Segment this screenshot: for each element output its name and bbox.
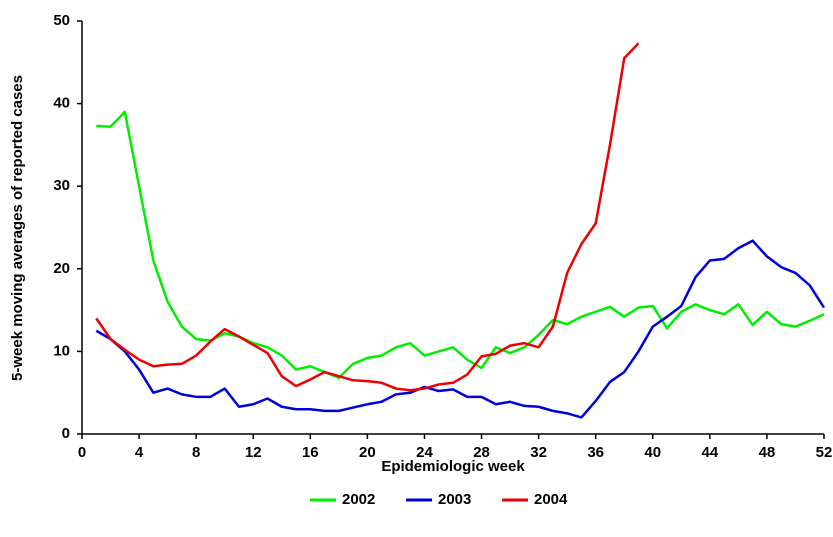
- x-tick-label: 8: [192, 444, 200, 461]
- x-tick-label: 44: [702, 444, 719, 461]
- x-tick-label: 4: [135, 444, 144, 461]
- legend-label: 2002: [342, 491, 375, 508]
- x-tick-label: 12: [245, 444, 262, 461]
- y-tick-label: 50: [53, 12, 70, 29]
- x-tick-label: 32: [530, 444, 547, 461]
- y-tick-label: 20: [53, 260, 70, 277]
- y-tick-label: 30: [53, 177, 70, 194]
- data-line: [95, 239, 826, 419]
- y-tick-label: 0: [62, 425, 70, 442]
- x-tick-label: 16: [302, 444, 319, 461]
- x-tick-label: 20: [359, 444, 376, 461]
- x-tick-label: 36: [587, 444, 604, 461]
- data-line: [96, 110, 825, 380]
- x-axis-label: Epidemiologic week: [381, 458, 525, 475]
- x-tick-label: 28: [473, 444, 490, 461]
- y-axis-label: 5-week moving averages of reported cases: [9, 75, 26, 381]
- legend-label: 2004: [534, 491, 568, 508]
- x-tick-label: 48: [759, 444, 776, 461]
- x-tick-label: 24: [416, 444, 433, 461]
- data-line: [95, 42, 640, 392]
- y-tick-label: 40: [53, 95, 70, 112]
- legend-label: 2003: [438, 491, 471, 508]
- x-tick-label: 0: [78, 444, 86, 461]
- y-tick-label: 10: [53, 342, 70, 359]
- x-tick-label: 52: [816, 444, 833, 461]
- x-tick-label: 40: [644, 444, 661, 461]
